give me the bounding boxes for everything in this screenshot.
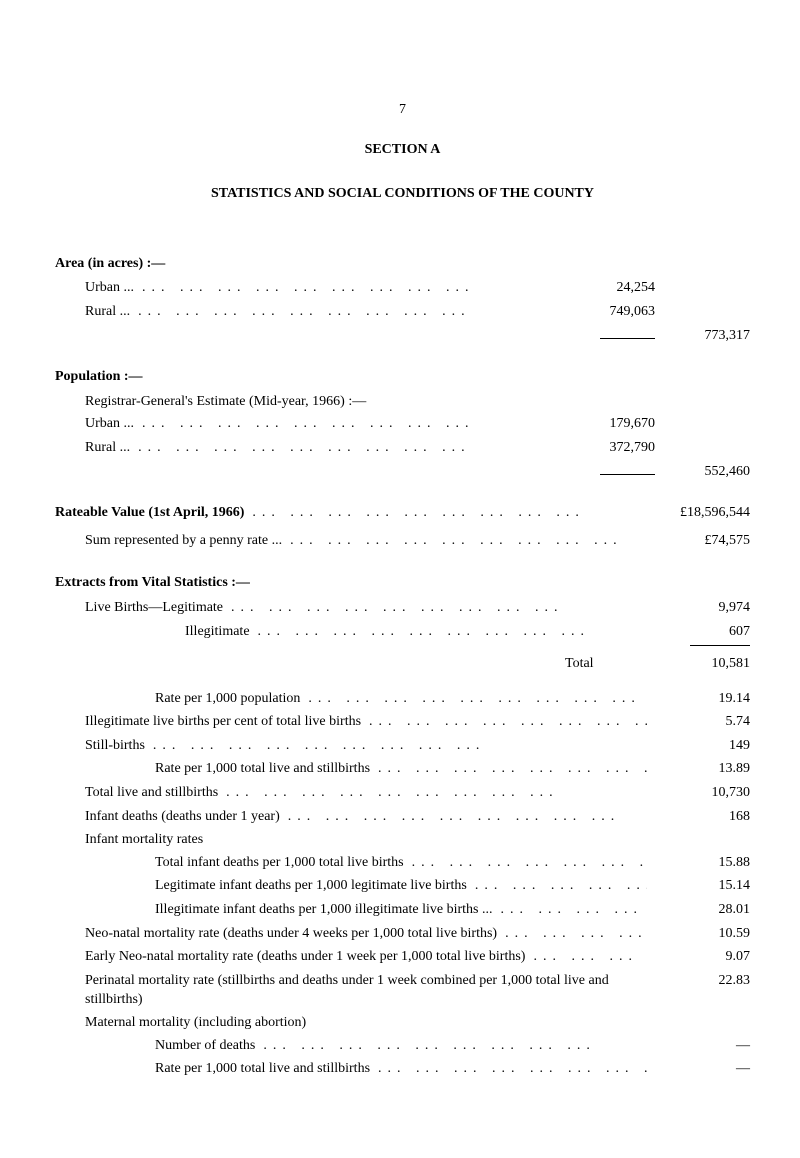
dots: ... ... ... ... ... ... ... ... ...	[378, 1059, 647, 1080]
dots: ... ... ... ... ... ... ... ... ...	[369, 712, 647, 733]
stat-row-value: 9.07	[655, 947, 750, 967]
stat-row-value: 15.14	[655, 876, 750, 896]
sum-rule	[690, 645, 750, 646]
maternal-rate-value: —	[655, 1059, 750, 1079]
dots: ... ... ... ... ... ... ... ... ...	[500, 900, 647, 921]
area-urban-value: 24,254	[565, 278, 655, 298]
stat-row-label: Infant mortality rates	[55, 830, 203, 850]
maternal-rate-label: Rate per 1,000 total live and stillbirth…	[55, 1059, 370, 1079]
perinatal-value: 22.83	[655, 971, 750, 991]
dots: ... ... ... ... ... ... ... ... ...	[290, 531, 647, 552]
dots: ... ... ... ... ... ... ... ... ...	[505, 924, 647, 945]
rateable-label: Rateable Value (1st April, 1966)	[55, 503, 244, 523]
dots: ... ... ... ... ... ... ... ... ...	[263, 1036, 647, 1057]
area-urban-label: Urban ...	[55, 278, 134, 298]
illegitimate-value: 607	[655, 622, 750, 642]
maternal-deaths-label: Number of deaths	[55, 1036, 255, 1056]
stat-row-label: Still-births	[55, 736, 145, 756]
page-number: 7	[55, 100, 750, 120]
dots: ... ... ... ... ... ... ... ... ...	[288, 807, 647, 828]
population-urban-label: Urban ...	[55, 414, 134, 434]
population-sub-label: Registrar-General's Estimate (Mid-year, …	[55, 392, 366, 412]
illegitimate-label: Illegitimate	[55, 622, 250, 642]
dots: ... ... ... ... ... ... ... ... ...	[226, 783, 647, 804]
population-rural-label: Rural ...	[55, 438, 130, 458]
stat-row-value: 19.14	[655, 689, 750, 709]
dots: ... ... ... ... ... ... ... ... ...	[138, 438, 557, 459]
stat-row-value: 168	[655, 807, 750, 827]
extracts-heading: Extracts from Vital Statistics :—	[55, 573, 750, 593]
dots: ... ... ... ... ... ... ... ... ...	[142, 414, 557, 435]
dots: ... ... ... ... ... ... ... ... ...	[153, 736, 647, 757]
stat-row-value: 10.59	[655, 924, 750, 944]
dots: ... ... ... ... ... ... ... ... ...	[252, 503, 647, 524]
section-title: SECTION A	[55, 140, 750, 160]
extracts-rows: Rate per 1,000 population ... ... ... ...…	[55, 689, 750, 968]
population-urban-value: 179,670	[565, 414, 655, 434]
maternal-deaths-value: —	[655, 1036, 750, 1056]
perinatal-label: Perinatal mortality rate (stillbirths an…	[55, 971, 655, 1010]
stat-row-label: Neo-natal mortality rate (deaths under 4…	[55, 924, 497, 944]
rateable-sum-label: Sum represented by a penny rate ...	[55, 531, 282, 551]
stat-row-label: Illegitimate infant deaths per 1,000 ill…	[55, 900, 492, 920]
stat-row-label: Infant deaths (deaths under 1 year)	[55, 807, 280, 827]
dots: ... ... ... ... ... ... ... ... ...	[231, 598, 647, 619]
area-rural-value: 749,063	[565, 302, 655, 322]
dots: ... ... ... ... ... ... ... ... ...	[138, 302, 557, 323]
rateable-sum-value: £74,575	[655, 531, 750, 551]
population-total: 552,460	[655, 462, 750, 482]
live-births-legitimate-label: Live Births—Legitimate	[55, 598, 223, 618]
main-heading: STATISTICS AND SOCIAL CONDITIONS OF THE …	[55, 184, 750, 204]
stat-row-value: 10,730	[655, 783, 750, 803]
maternal-heading: Maternal mortality (including abortion)	[55, 1013, 306, 1033]
area-rural-label: Rural ...	[55, 302, 130, 322]
area-heading: Area (in acres) :—	[55, 254, 750, 274]
stat-row-label: Early Neo-natal mortality rate (deaths u…	[55, 947, 525, 967]
dots: ... ... ... ... ... ... ... ... ...	[475, 876, 647, 897]
dots: ... ... ... ... ... ... ... ... ...	[378, 759, 647, 780]
dots: ... ... ... ... ... ... ... ... ...	[258, 622, 647, 643]
stat-row-value: 13.89	[655, 759, 750, 779]
stat-row-label: Illegitimate live births per cent of tot…	[55, 712, 361, 732]
area-total: 773,317	[655, 326, 750, 346]
stat-row-value: 5.74	[655, 712, 750, 732]
total-value: 10,581	[655, 654, 750, 674]
legitimate-value: 9,974	[655, 598, 750, 618]
rateable-value: £18,596,544	[655, 503, 750, 523]
stat-row-value: 15.88	[655, 853, 750, 873]
stat-row-label: Rate per 1,000 total live and stillbirth…	[55, 759, 370, 779]
total-label: Total	[565, 654, 655, 674]
stat-row-label: Rate per 1,000 population	[55, 689, 300, 709]
stat-row-label: Legitimate infant deaths per 1,000 legit…	[55, 876, 467, 896]
dots: ... ... ... ... ... ... ... ... ...	[308, 689, 647, 710]
dots: ... ... ... ... ... ... ... ... ...	[142, 278, 557, 299]
dots: ... ... ... ... ... ... ... ... ...	[533, 947, 647, 968]
stat-row-label: Total infant deaths per 1,000 total live…	[55, 853, 404, 873]
sum-rule	[600, 338, 655, 339]
stat-row-value: 149	[655, 736, 750, 756]
sum-rule	[600, 474, 655, 475]
stat-row-value: 28.01	[655, 900, 750, 920]
population-heading: Population :—	[55, 367, 750, 387]
stat-row-label: Total live and stillbirths	[55, 783, 218, 803]
dots: ... ... ... ... ... ... ... ... ...	[412, 853, 647, 874]
population-rural-value: 372,790	[565, 438, 655, 458]
